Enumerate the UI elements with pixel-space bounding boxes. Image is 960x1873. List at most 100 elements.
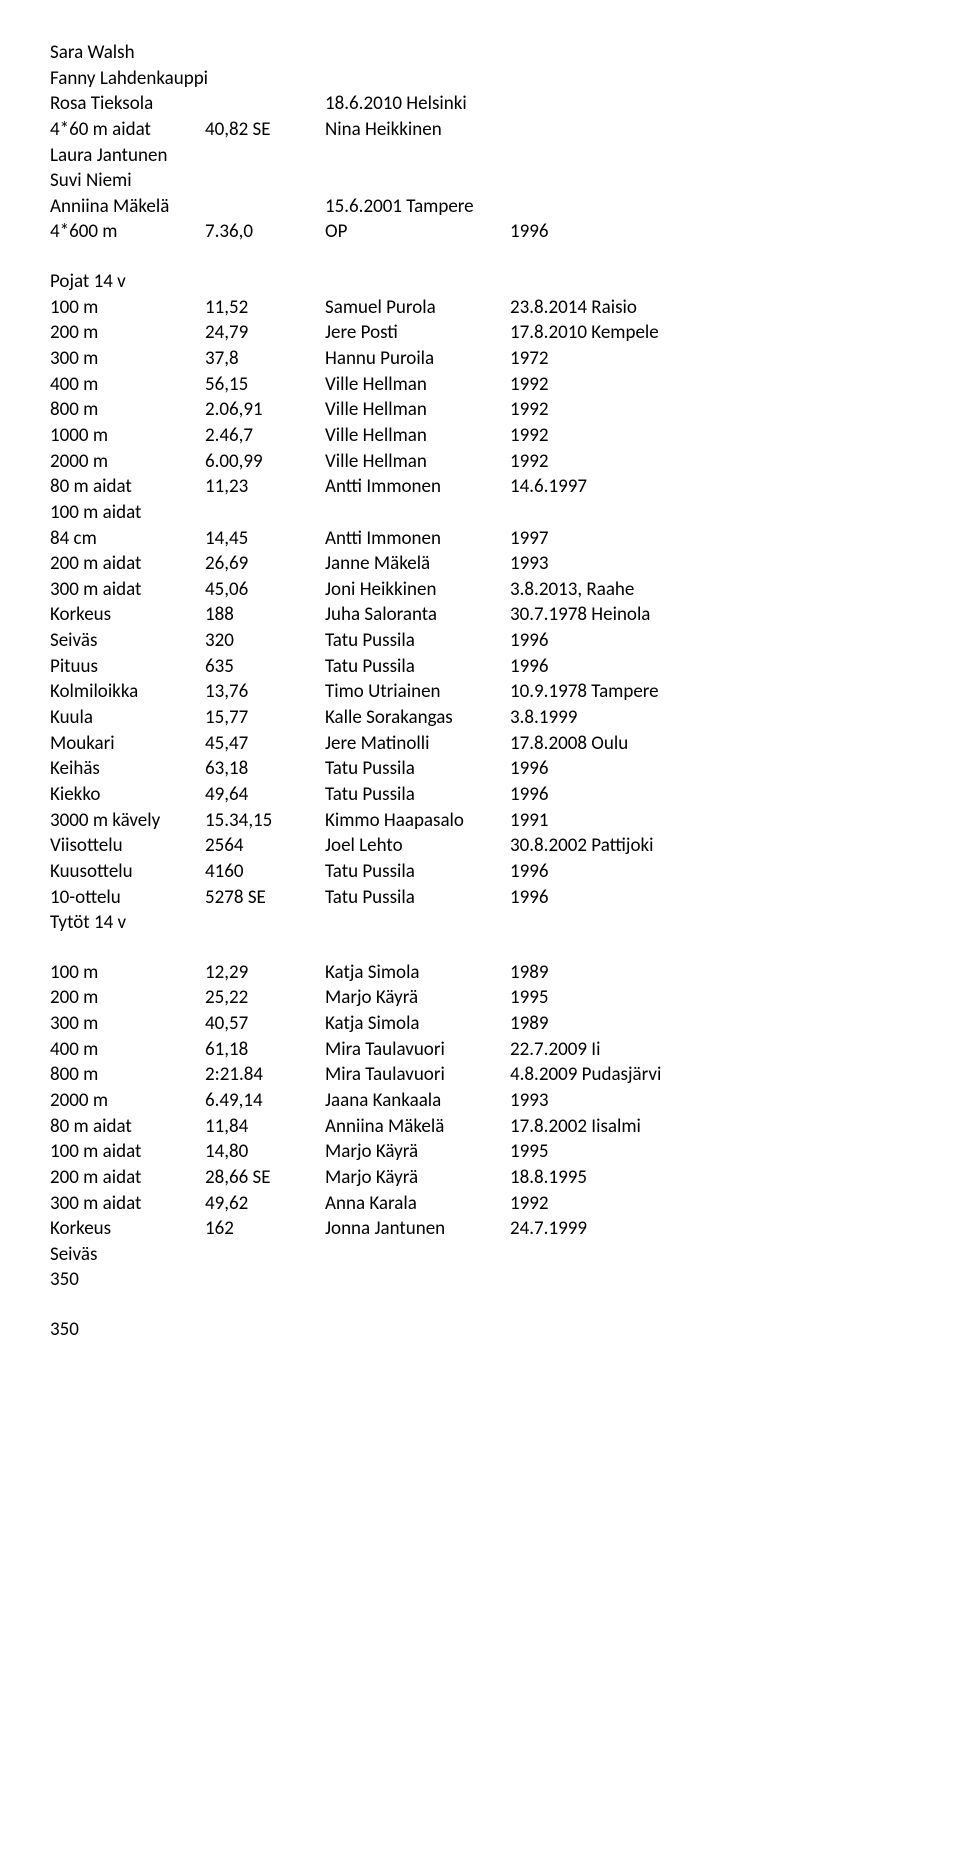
cell: 300 m aidat bbox=[50, 1191, 205, 1217]
cell: 15,77 bbox=[205, 705, 325, 731]
cell: 1972 bbox=[510, 346, 910, 372]
cell: 2000 m bbox=[50, 1088, 205, 1114]
cell: Tatu Pussila bbox=[325, 859, 510, 885]
cell: Jaana Kankaala bbox=[325, 1088, 510, 1114]
cell: Moukari bbox=[50, 731, 205, 757]
cell: 6.49,14 bbox=[205, 1088, 325, 1114]
cell: 1996 bbox=[510, 219, 910, 245]
cell: 45,06 bbox=[205, 577, 325, 603]
record-row: 800 m2.06,91Ville Hellman1992 bbox=[50, 397, 910, 423]
cell: 4.8.2009 Pudasjärvi bbox=[510, 1062, 910, 1088]
cell: Anniina Mäkelä bbox=[325, 1114, 510, 1140]
cell: Keihäs bbox=[50, 756, 205, 782]
record-row: 1000 m2.46,7Ville Hellman1992 bbox=[50, 423, 910, 449]
cell: 25,22 bbox=[205, 985, 325, 1011]
cell: 45,47 bbox=[205, 731, 325, 757]
cell: 17.8.2010 Kempele bbox=[510, 320, 910, 346]
cell: 37,8 bbox=[205, 346, 325, 372]
cell: 14.6.1997 bbox=[510, 474, 910, 500]
cell: 22.7.2009 Ii bbox=[510, 1037, 910, 1063]
record-row: 10-ottelu5278 SETatu Pussila1996 bbox=[50, 885, 910, 911]
cell: 2:21.84 bbox=[205, 1062, 325, 1088]
cell: 1991 bbox=[510, 808, 910, 834]
cell: 40,82 SE bbox=[205, 117, 325, 143]
cell: Jonna Jantunen bbox=[325, 1216, 510, 1242]
cell: Hannu Puroila bbox=[325, 346, 510, 372]
cell: 18.6.2010 Helsinki bbox=[325, 91, 510, 117]
cell: OP bbox=[325, 219, 510, 245]
cell: 800 m bbox=[50, 397, 205, 423]
cell: Korkeus bbox=[50, 602, 205, 628]
cell: 11,23 bbox=[205, 474, 325, 500]
cell: 635 bbox=[205, 654, 325, 680]
cell: Katja Simola bbox=[325, 1011, 510, 1037]
cell: Kimmo Haapasalo bbox=[325, 808, 510, 834]
record-row: Rosa Tieksola 18.6.2010 Helsinki bbox=[50, 91, 910, 117]
record-row: 800 m2:21.84Mira Taulavuori4.8.2009 Puda… bbox=[50, 1062, 910, 1088]
cell: 1993 bbox=[510, 1088, 910, 1114]
cell: 3.8.1999 bbox=[510, 705, 910, 731]
record-row: 200 m24,79Jere Posti17.8.2010 Kempele bbox=[50, 320, 910, 346]
cell: 4*60 m aidat bbox=[50, 117, 205, 143]
cell: 2.06,91 bbox=[205, 397, 325, 423]
record-row: 100 m11,52Samuel Purola23.8.2014 Raisio bbox=[50, 295, 910, 321]
cell: 1992 bbox=[510, 423, 910, 449]
record-row: 3000 m kävely15.34,15Kimmo Haapasalo1991 bbox=[50, 808, 910, 834]
cell: 400 m bbox=[50, 1037, 205, 1063]
record-row: 2000 m6.00,99Ville Hellman1992 bbox=[50, 449, 910, 475]
cell: 1996 bbox=[510, 654, 910, 680]
name-line: Suvi Niemi bbox=[50, 168, 910, 194]
cell: Marjo Käyrä bbox=[325, 985, 510, 1011]
cell: 1996 bbox=[510, 859, 910, 885]
cell bbox=[205, 91, 325, 117]
record-row: Korkeus162Jonna Jantunen24.7.1999 bbox=[50, 1216, 910, 1242]
section-title: Tytöt 14 v bbox=[50, 910, 910, 936]
cell: 24,79 bbox=[205, 320, 325, 346]
section-title: Pojat 14 v bbox=[50, 269, 910, 295]
cell: 84 cm bbox=[50, 526, 205, 552]
cell: 100 m bbox=[50, 295, 205, 321]
cell: 12,29 bbox=[205, 960, 325, 986]
cell: Joni Heikkinen bbox=[325, 577, 510, 603]
cell: 10.9.1978 Tampere bbox=[510, 679, 910, 705]
cell bbox=[510, 194, 910, 220]
label-line: Seiväs bbox=[50, 1242, 910, 1268]
cell: 1992 bbox=[510, 449, 910, 475]
cell: 49,64 bbox=[205, 782, 325, 808]
record-row: 300 m aidat45,06Joni Heikkinen3.8.2013, … bbox=[50, 577, 910, 603]
cell: 1989 bbox=[510, 1011, 910, 1037]
cell: Samuel Purola bbox=[325, 295, 510, 321]
cell: Juha Saloranta bbox=[325, 602, 510, 628]
cell bbox=[510, 117, 910, 143]
cell: 30.7.1978 Heinola bbox=[510, 602, 910, 628]
record-row: 200 m aidat28,66 SEMarjo Käyrä18.8.1995 bbox=[50, 1165, 910, 1191]
cell: Ville Hellman bbox=[325, 372, 510, 398]
cell: 30.8.2002 Pattijoki bbox=[510, 833, 910, 859]
cell bbox=[510, 91, 910, 117]
cell: 1996 bbox=[510, 782, 910, 808]
cell: Mira Taulavuori bbox=[325, 1062, 510, 1088]
cell: Kuula bbox=[50, 705, 205, 731]
cell: Korkeus bbox=[50, 1216, 205, 1242]
cell: 162 bbox=[205, 1216, 325, 1242]
cell: Kalle Sorakangas bbox=[325, 705, 510, 731]
cell: Janne Mäkelä bbox=[325, 551, 510, 577]
cell: Kuusottelu bbox=[50, 859, 205, 885]
cell: Rosa Tieksola bbox=[50, 91, 205, 117]
cell: 1993 bbox=[510, 551, 910, 577]
cell: 7.36,0 bbox=[205, 219, 325, 245]
record-row: 84 cm14,45Antti Immonen1997 bbox=[50, 526, 910, 552]
record-row: 80 m aidat11,84Anniina Mäkelä17.8.2002 I… bbox=[50, 1114, 910, 1140]
record-row: 80 m aidat11,23Antti Immonen14.6.1997 bbox=[50, 474, 910, 500]
cell: 23.8.2014 Raisio bbox=[510, 295, 910, 321]
record-row: Kuusottelu4160Tatu Pussila1996 bbox=[50, 859, 910, 885]
record-row: Kuula15,77Kalle Sorakangas3.8.1999 bbox=[50, 705, 910, 731]
record-row: Pituus635Tatu Pussila1996 bbox=[50, 654, 910, 680]
record-row: 300 m40,57Katja Simola1989 bbox=[50, 1011, 910, 1037]
cell: 40,57 bbox=[205, 1011, 325, 1037]
cell: 49,62 bbox=[205, 1191, 325, 1217]
cell: 4160 bbox=[205, 859, 325, 885]
cell: Ville Hellman bbox=[325, 449, 510, 475]
cell: Antti Immonen bbox=[325, 474, 510, 500]
cell: 10-ottelu bbox=[50, 885, 205, 911]
